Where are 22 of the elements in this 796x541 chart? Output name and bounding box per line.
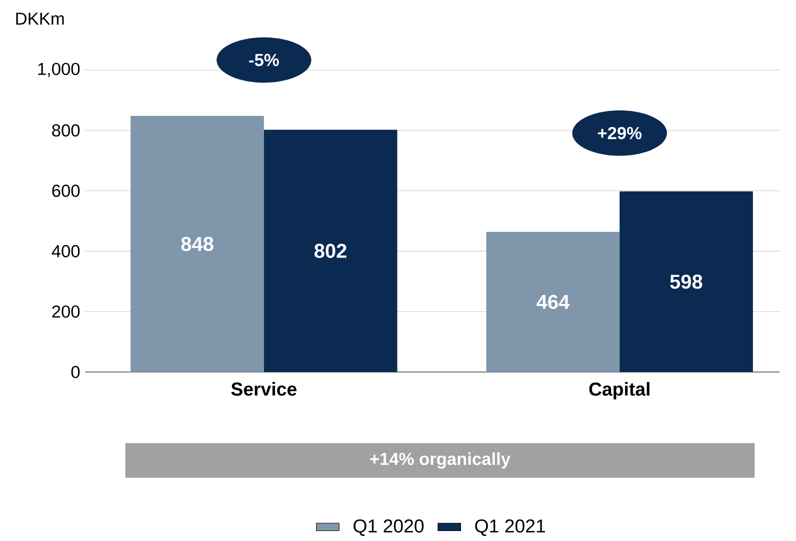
text: -5% <box>249 54 279 66</box>
bar <box>264 130 398 372</box>
y-tick-label: 400 <box>52 245 80 258</box>
bar <box>130 116 264 372</box>
data-label: 598 <box>670 274 702 289</box>
y-tick-label: 1,000 <box>38 62 80 78</box>
bar <box>486 232 620 372</box>
legend-label: Q1 2021 <box>475 519 545 536</box>
data-label: 848 <box>181 236 214 252</box>
data-label: 464 <box>536 294 570 309</box>
x-tick-label: Capital <box>589 382 650 400</box>
bar <box>620 191 753 372</box>
y-tick-label: 0 <box>71 366 80 378</box>
y-axis-title: DKKm <box>16 12 64 25</box>
y-tick-label: 800 <box>52 124 80 137</box>
text: +14% organically <box>370 452 510 469</box>
y-tick-label: 600 <box>52 184 80 197</box>
legend-label: Q1 2020 <box>354 519 424 536</box>
data-label: 802 <box>314 244 346 258</box>
x-tick-label: Service <box>231 382 296 396</box>
y-tick-label: 200 <box>52 305 80 318</box>
annotation: +29% <box>598 126 642 140</box>
